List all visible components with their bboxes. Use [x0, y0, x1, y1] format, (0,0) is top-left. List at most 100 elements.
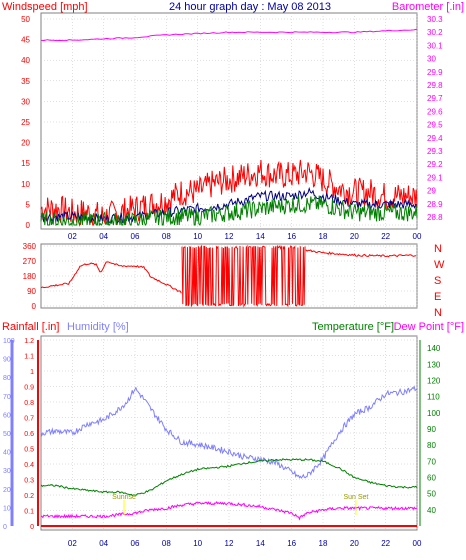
wind-direction-line: [40, 261, 182, 294]
temperature-tick-label: 60: [427, 473, 436, 482]
barometer-tick-label: 30.2: [427, 28, 443, 37]
x-tick-label-top: 06: [131, 232, 140, 241]
dewpoint-line: [40, 500, 417, 521]
barometer-line: [40, 28, 418, 42]
barometer-tick-label: 28.8: [427, 213, 443, 222]
barometer-tick-label: 29.5: [427, 121, 443, 130]
x-tick-label-bottom: 14: [256, 539, 265, 548]
rain-tick-label: 1.2: [24, 338, 34, 345]
x-tick-label-top: 04: [99, 232, 108, 241]
x-tick-label-bottom: 08: [162, 539, 171, 548]
barometer-tick-label: 29.2: [427, 160, 443, 169]
x-tick-label-bottom: 18: [319, 539, 328, 548]
rain-tick-label: 1.1: [24, 354, 34, 361]
barometer-tick-label: 29.9: [427, 68, 443, 77]
rain-tick-label: 0.6: [24, 431, 34, 438]
humidity-tick-label: 70: [3, 394, 11, 401]
x-tick-label-top: 22: [381, 232, 390, 241]
barometer-tick-label: 28.9: [427, 200, 443, 209]
temperature-label: Temperature [°F]: [312, 321, 394, 333]
wind-tick-label: 35: [21, 77, 30, 86]
barometer-tick-label: 29.1: [427, 173, 443, 182]
humidity-tick-label: 40: [3, 450, 11, 457]
humidity-label: Humidity [%]: [67, 321, 129, 333]
x-tick-label-bottom: 06: [131, 539, 140, 548]
wind-tick-label: 0: [26, 221, 31, 230]
wind-tick-label: 45: [21, 36, 30, 45]
rain-tick-label: 0.1: [24, 509, 34, 516]
temperature-tick-label: 90: [427, 425, 436, 434]
temperature-tick-label: 80: [427, 441, 436, 450]
x-tick-label-top: 00: [413, 232, 422, 241]
rain-tick-label: 1: [30, 369, 34, 376]
humidity-tick-label: 80: [3, 375, 11, 382]
wind-tick-label: 40: [21, 56, 30, 65]
humidity-tick-label: 20: [3, 487, 11, 494]
x-tick-label-top: 14: [256, 232, 265, 241]
temperature-tick-label: 120: [427, 376, 441, 385]
temperature-tick-label: 140: [427, 344, 441, 353]
barometer-tick-label: 29.3: [427, 147, 443, 156]
barometer-tick-label: 29: [427, 187, 436, 196]
direction-tick-label: 360: [23, 242, 37, 251]
x-tick-label-top: 02: [68, 232, 77, 241]
barometer-tick-label: 29.6: [427, 107, 443, 116]
direction-tick-label: 90: [27, 287, 36, 296]
barometer-tick-label: 29.8: [427, 81, 443, 90]
barometer-tick-label: 30.1: [427, 41, 443, 50]
rain-tick-label: 0.3: [24, 478, 34, 485]
x-tick-label-bottom: 16: [287, 539, 296, 548]
temperature-tick-label: 100: [427, 409, 441, 418]
barometer-tick-label: 30: [427, 55, 436, 64]
barometer-tick-label: 29.4: [427, 134, 443, 143]
rain-tick-label: 0.8: [24, 400, 34, 407]
rain-tick-label: 0: [30, 524, 34, 531]
compass-label: N: [434, 307, 442, 319]
temperature-tick-label: 70: [427, 457, 436, 466]
x-tick-label-bottom: 04: [99, 539, 108, 548]
humidity-tick-label: 90: [3, 357, 11, 364]
x-tick-label-bottom: 10: [193, 539, 202, 548]
humidity-tick-label: 10: [3, 505, 11, 512]
x-tick-label-bottom: 00: [413, 539, 422, 548]
sunrise-label: Sunrise: [112, 494, 136, 501]
x-tick-label-bottom: 20: [350, 539, 359, 548]
humidity-tick-label: 60: [3, 412, 11, 419]
wind-direction-line: [305, 249, 417, 258]
rain-tick-label: 0.9: [24, 385, 34, 392]
rain-tick-label: 0.5: [24, 447, 34, 454]
x-tick-label-top: 08: [162, 232, 171, 241]
rain-tick-label: 0.7: [24, 416, 34, 423]
wind-tick-label: 25: [21, 118, 30, 127]
x-tick-label-top: 10: [193, 232, 202, 241]
compass-label: S: [434, 275, 441, 287]
wind-direction-scatter: [181, 244, 306, 308]
x-tick-label-bottom: 22: [381, 539, 390, 548]
direction-tick-label: 0: [32, 302, 37, 311]
temperature-tick-label: 40: [427, 506, 436, 515]
compass-label: W: [434, 259, 445, 271]
rain-tick-label: 0.2: [24, 493, 34, 500]
wind-tick-label: 15: [21, 159, 30, 168]
wind-tick-label: 30: [21, 97, 30, 106]
humidity-tick-label: 0: [3, 524, 7, 531]
humidity-tick-label: 100: [3, 338, 15, 345]
wind-tick-label: 50: [21, 15, 30, 24]
chart-marks: 0510152025303540455028.828.92929.129.229…: [3, 13, 445, 548]
temperature-tick-label: 50: [427, 490, 436, 499]
wind-tick-label: 20: [21, 139, 30, 148]
x-tick-label-top: 20: [350, 232, 359, 241]
temperature-tick-label: 110: [427, 393, 440, 402]
compass-label: N: [434, 243, 442, 255]
barometer-tick-label: 29.7: [427, 94, 443, 103]
chart-title: 24 hour graph day : May 08 2013: [169, 1, 331, 13]
x-tick-label-top: 16: [287, 232, 296, 241]
barometer-tick-label: 30.3: [427, 15, 443, 24]
temperature-tick-label: 130: [427, 360, 441, 369]
humidity-tick-label: 50: [3, 431, 11, 438]
wind-tick-label: 10: [21, 180, 30, 189]
windspeed-label: Windspeed [mph]: [2, 1, 88, 13]
wind-tick-label: 5: [26, 200, 31, 209]
